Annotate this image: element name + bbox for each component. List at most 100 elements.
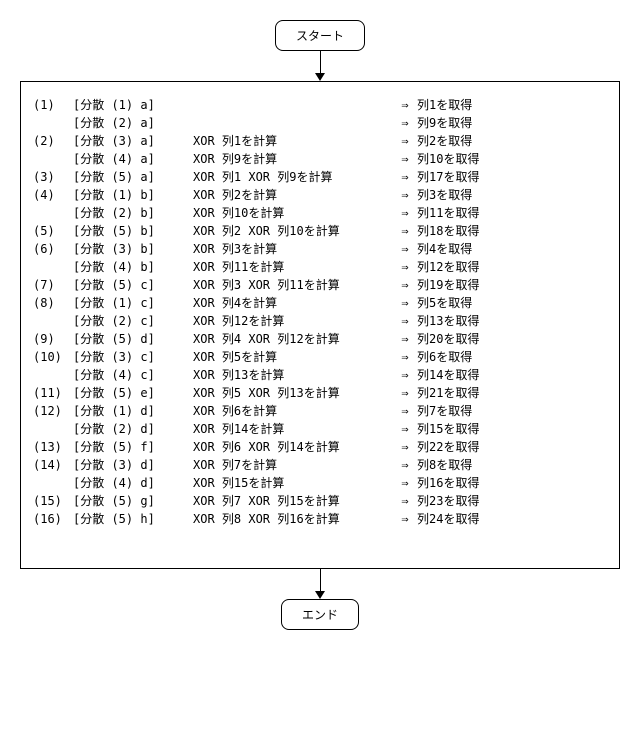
process-row: (12)[分散 (1) d]XOR 列6を計算⇒列7を取得: [33, 402, 607, 420]
step-number: (16): [33, 510, 73, 528]
process-row: [分散 (4) c]XOR 列13を計算⇒列14を取得: [33, 366, 607, 384]
process-row: (7)[分散 (5) c]XOR 列3 XOR 列11を計算⇒列19を取得: [33, 276, 607, 294]
operation: XOR 列14を計算: [193, 420, 393, 438]
start-node: スタート: [275, 20, 365, 51]
double-arrow-icon: ⇒: [393, 420, 417, 438]
source-ref: [分散 (3) a]: [73, 132, 193, 150]
result: 列19を取得: [417, 276, 607, 294]
result: 列14を取得: [417, 366, 607, 384]
step-number: [33, 150, 73, 168]
step-number: (6): [33, 240, 73, 258]
operation: XOR 列5 XOR 列13を計算: [193, 384, 393, 402]
step-number: (1): [33, 96, 73, 114]
operation: XOR 列12を計算: [193, 312, 393, 330]
result: 列11を取得: [417, 204, 607, 222]
double-arrow-icon: ⇒: [393, 384, 417, 402]
source-ref: [分散 (1) d]: [73, 402, 193, 420]
operation: [193, 114, 393, 132]
result: 列24を取得: [417, 510, 607, 528]
double-arrow-icon: ⇒: [393, 240, 417, 258]
process-row: [分散 (2) d]XOR 列14を計算⇒列15を取得: [33, 420, 607, 438]
step-number: (2): [33, 132, 73, 150]
process-row: [分散 (4) b]XOR 列11を計算⇒列12を取得: [33, 258, 607, 276]
result: 列22を取得: [417, 438, 607, 456]
result: 列8を取得: [417, 456, 607, 474]
step-number: [33, 420, 73, 438]
end-label: エンド: [302, 608, 338, 622]
result: 列23を取得: [417, 492, 607, 510]
source-ref: [分散 (1) a]: [73, 96, 193, 114]
process-row: (13)[分散 (5) f]XOR 列6 XOR 列14を計算⇒列22を取得: [33, 438, 607, 456]
step-number: (9): [33, 330, 73, 348]
process-row: (14)[分散 (3) d]XOR 列7を計算⇒列8を取得: [33, 456, 607, 474]
double-arrow-icon: ⇒: [393, 294, 417, 312]
result: 列20を取得: [417, 330, 607, 348]
result: 列2を取得: [417, 132, 607, 150]
double-arrow-icon: ⇒: [393, 114, 417, 132]
source-ref: [分散 (5) b]: [73, 222, 193, 240]
result: 列17を取得: [417, 168, 607, 186]
operation: [193, 96, 393, 114]
process-box: (1)[分散 (1) a]⇒列1を取得[分散 (2) a]⇒列9を取得(2)[分…: [20, 81, 620, 569]
source-ref: [分散 (3) d]: [73, 456, 193, 474]
double-arrow-icon: ⇒: [393, 186, 417, 204]
source-ref: [分散 (4) a]: [73, 150, 193, 168]
source-ref: [分散 (1) b]: [73, 186, 193, 204]
source-ref: [分散 (2) b]: [73, 204, 193, 222]
process-row: (8)[分散 (1) c]XOR 列4を計算⇒列5を取得: [33, 294, 607, 312]
step-number: (4): [33, 186, 73, 204]
step-number: [33, 258, 73, 276]
double-arrow-icon: ⇒: [393, 168, 417, 186]
step-number: (5): [33, 222, 73, 240]
step-number: [33, 366, 73, 384]
double-arrow-icon: ⇒: [393, 492, 417, 510]
double-arrow-icon: ⇒: [393, 510, 417, 528]
source-ref: [分散 (5) g]: [73, 492, 193, 510]
operation: XOR 列6を計算: [193, 402, 393, 420]
result: 列12を取得: [417, 258, 607, 276]
result: 列4を取得: [417, 240, 607, 258]
source-ref: [分散 (2) d]: [73, 420, 193, 438]
source-ref: [分散 (4) b]: [73, 258, 193, 276]
double-arrow-icon: ⇒: [393, 474, 417, 492]
double-arrow-icon: ⇒: [393, 402, 417, 420]
result: 列3を取得: [417, 186, 607, 204]
operation: XOR 列11を計算: [193, 258, 393, 276]
source-ref: [分散 (2) c]: [73, 312, 193, 330]
source-ref: [分散 (3) b]: [73, 240, 193, 258]
operation: XOR 列9を計算: [193, 150, 393, 168]
result: 列15を取得: [417, 420, 607, 438]
double-arrow-icon: ⇒: [393, 330, 417, 348]
end-node-container: エンド: [20, 599, 620, 630]
step-number: (14): [33, 456, 73, 474]
double-arrow-icon: ⇒: [393, 366, 417, 384]
double-arrow-icon: ⇒: [393, 312, 417, 330]
step-number: (13): [33, 438, 73, 456]
process-row: (15)[分散 (5) g]XOR 列7 XOR 列15を計算⇒列23を取得: [33, 492, 607, 510]
step-number: [33, 204, 73, 222]
source-ref: [分散 (2) a]: [73, 114, 193, 132]
double-arrow-icon: ⇒: [393, 438, 417, 456]
result: 列21を取得: [417, 384, 607, 402]
double-arrow-icon: ⇒: [393, 132, 417, 150]
result: 列5を取得: [417, 294, 607, 312]
double-arrow-icon: ⇒: [393, 150, 417, 168]
result: 列13を取得: [417, 312, 607, 330]
double-arrow-icon: ⇒: [393, 276, 417, 294]
step-number: (7): [33, 276, 73, 294]
process-row: (1)[分散 (1) a]⇒列1を取得: [33, 96, 607, 114]
process-row: (11)[分散 (5) e]XOR 列5 XOR 列13を計算⇒列21を取得: [33, 384, 607, 402]
process-row: [分散 (2) b]XOR 列10を計算⇒列11を取得: [33, 204, 607, 222]
process-row: [分散 (2) c]XOR 列12を計算⇒列13を取得: [33, 312, 607, 330]
process-row: (3)[分散 (5) a]XOR 列1 XOR 列9を計算⇒列17を取得: [33, 168, 607, 186]
operation: XOR 列2 XOR 列10を計算: [193, 222, 393, 240]
step-number: (11): [33, 384, 73, 402]
process-row: (10)[分散 (3) c]XOR 列5を計算⇒列6を取得: [33, 348, 607, 366]
double-arrow-icon: ⇒: [393, 348, 417, 366]
operation: XOR 列2を計算: [193, 186, 393, 204]
operation: XOR 列8 XOR 列16を計算: [193, 510, 393, 528]
source-ref: [分散 (4) c]: [73, 366, 193, 384]
operation: XOR 列6 XOR 列14を計算: [193, 438, 393, 456]
double-arrow-icon: ⇒: [393, 96, 417, 114]
process-row: (5)[分散 (5) b]XOR 列2 XOR 列10を計算⇒列18を取得: [33, 222, 607, 240]
